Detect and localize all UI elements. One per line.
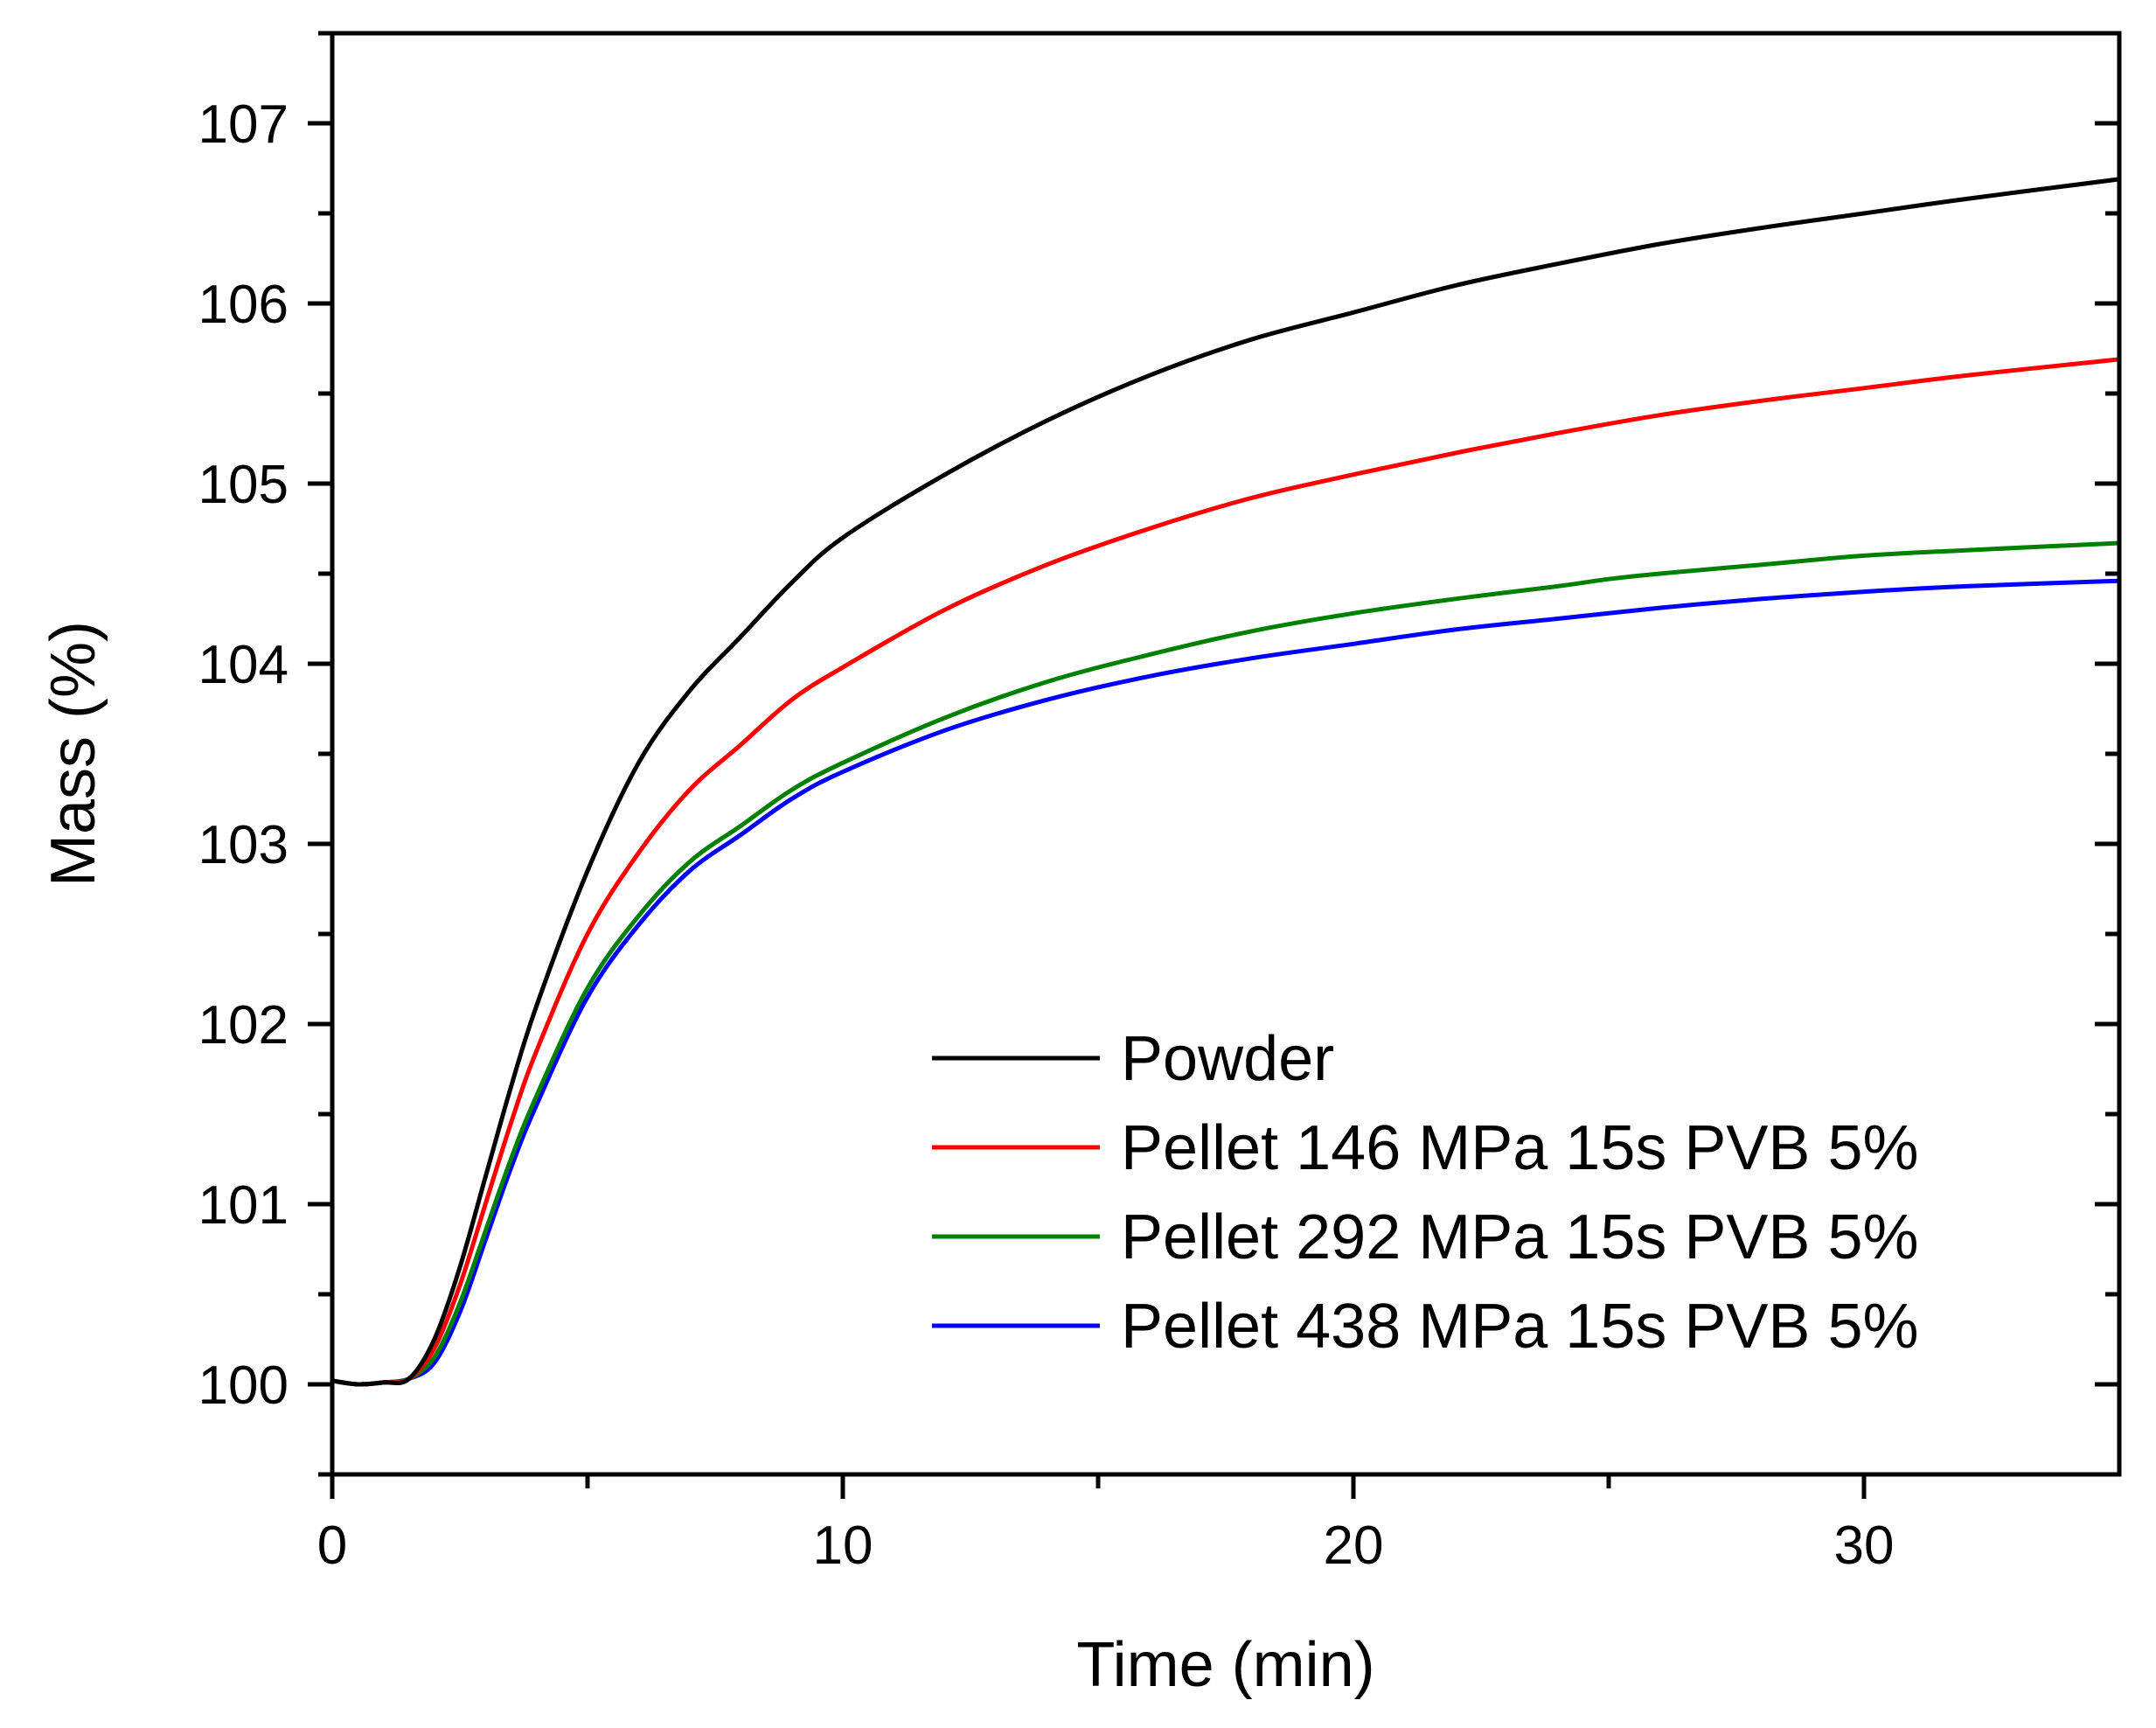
legend-label: Pellet 438 MPa 15s PVB 5% [1121,1292,1919,1362]
y-tick-label: 100 [198,1355,289,1416]
legend-label: Pellet 292 MPa 15s PVB 5% [1121,1202,1919,1272]
x-tick-label: 0 [317,1515,347,1576]
y-tick-label: 101 [198,1175,289,1236]
legend-label: Powder [1121,1024,1334,1094]
legend: Powder Pellet 146 MPa 15s PVB 5% Pellet 29… [932,1024,1919,1362]
tick-labels: 0 10 20 30 100 101 102 103 104 105 106 107 [198,94,1895,1576]
y-tick-label: 104 [198,635,289,695]
series-line-0 [331,177,2120,1387]
x-axis-title: Time (min) [1076,1630,1374,1700]
series-line-1 [331,357,2120,1387]
y-tick-label: 102 [198,995,289,1056]
x-tick-label: 20 [1324,1515,1384,1576]
axis-ticks [308,31,2119,1499]
series-line-3 [331,578,2120,1387]
series-curves [331,177,2120,1387]
y-tick-label: 106 [198,275,289,335]
y-tick-label: 103 [198,815,289,875]
y-axis-title: Mass (%) [38,621,108,887]
legend-label: Pellet 146 MPa 15s PVB 5% [1121,1113,1919,1183]
series-line-2 [331,540,2120,1387]
x-tick-label: 30 [1834,1515,1895,1576]
y-tick-label: 107 [198,94,289,155]
y-tick-label: 105 [198,455,289,515]
x-tick-label: 10 [813,1515,873,1576]
